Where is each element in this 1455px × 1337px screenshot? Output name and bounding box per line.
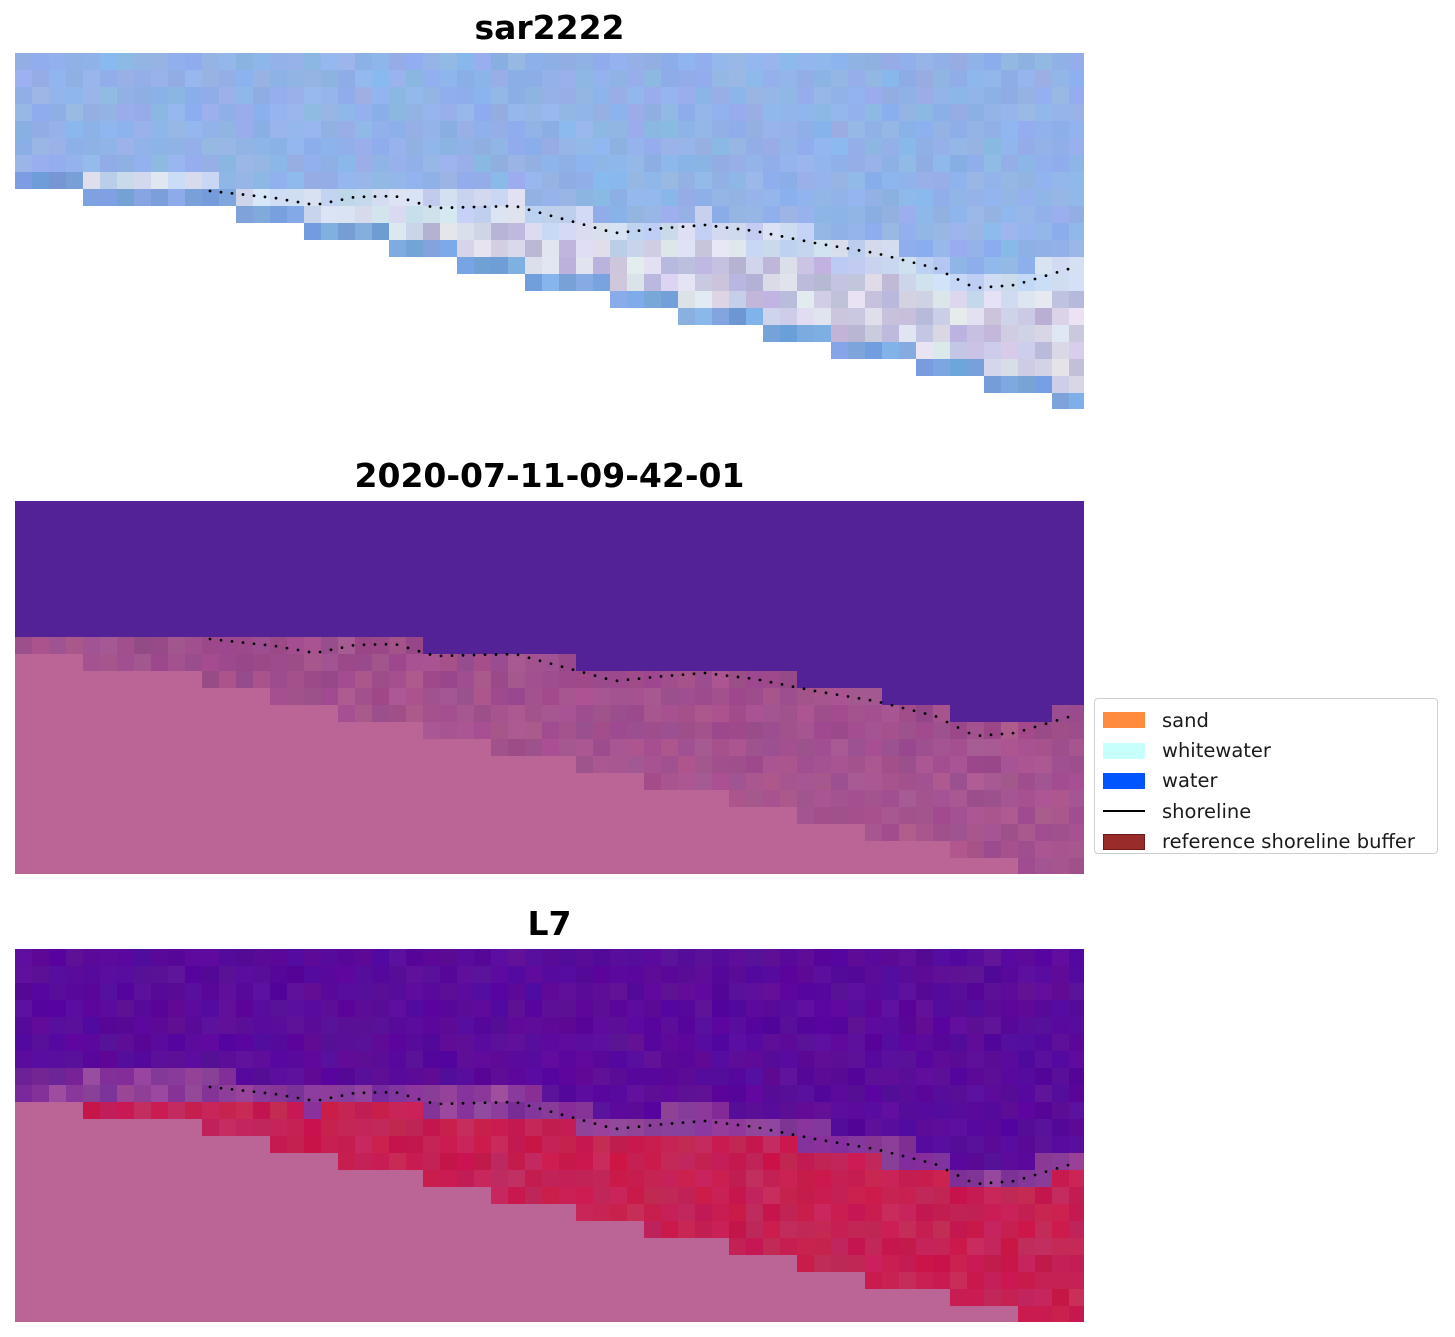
legend-label-shoreline: shoreline xyxy=(1162,799,1252,823)
buffer-swatch xyxy=(1103,833,1145,850)
legend-label-water: water xyxy=(1162,769,1218,793)
legend-label-sand: sand xyxy=(1162,708,1209,732)
panel-title-sar: sar2222 xyxy=(474,8,625,47)
legend-label-buffer: reference shoreline buffer xyxy=(1162,830,1415,854)
shoreline-dots xyxy=(208,189,1070,290)
water-swatch xyxy=(1103,772,1145,789)
shoreline-dots xyxy=(208,1085,1070,1186)
shoreline-dots xyxy=(208,637,1070,738)
legend-item-sand: sand xyxy=(1095,705,1437,735)
water-area xyxy=(15,501,1084,637)
legend-item-whitewater: whitewater xyxy=(1095,735,1437,765)
l7-image-panel xyxy=(15,949,1084,1322)
legend-item-buffer: reference shoreline buffer xyxy=(1095,827,1437,857)
classified-image-panel xyxy=(15,501,1084,874)
legend-label-whitewater: whitewater xyxy=(1162,739,1271,763)
sand-swatch xyxy=(1103,712,1145,729)
legend-item-water: water xyxy=(1095,766,1437,796)
panel-title-classified: 2020-07-11-09-42-01 xyxy=(354,456,745,495)
legend: sand whitewater water shoreline referenc… xyxy=(1094,698,1438,854)
whitewater-swatch xyxy=(1103,742,1145,759)
sar-image-panel xyxy=(15,53,1084,409)
legend-item-shoreline: shoreline xyxy=(1095,796,1437,826)
panel-title-l7: L7 xyxy=(527,904,572,943)
shoreline-swatch xyxy=(1103,810,1145,813)
